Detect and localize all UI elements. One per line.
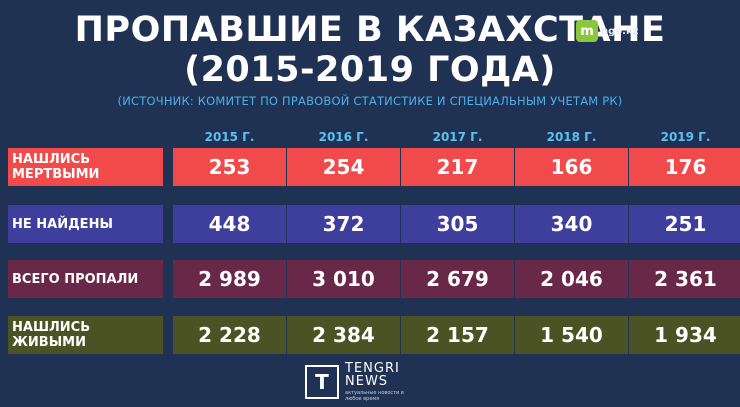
- row-label-found-alive: НАШЛИСЬ ЖИВЫМИ: [8, 316, 163, 354]
- logo-name-line2: NEWS: [345, 374, 389, 389]
- cell-found-alive-2015: 2 228: [173, 316, 286, 354]
- cell-not-found-2015: 448: [173, 205, 286, 243]
- cell-not-found-2017: 305: [401, 205, 514, 243]
- row-label-found-dead: НАШЛИСЬ МЕРТВЫМИ: [8, 148, 163, 186]
- cell-total-missing-2016: 3 010: [287, 260, 400, 298]
- source-note: (ИСТОЧНИК: КОМИТЕТ ПО ПРАВОВОЙ СТАТИСТИК…: [117, 94, 623, 108]
- cell-found-alive-2019: 1 934: [629, 316, 740, 354]
- page-title-line1: ПРОПАВШИЕ В КАЗАХСТАНЕ: [74, 10, 666, 50]
- cell-found-alive-2018: 1 540: [515, 316, 628, 354]
- cell-found-alive-2017: 2 157: [401, 316, 514, 354]
- cell-not-found-2019: 251: [629, 205, 740, 243]
- cell-not-found-2016: 372: [287, 205, 400, 243]
- cell-found-alive-2016: 2 384: [287, 316, 400, 354]
- year-header-2019: 2019 Г.: [660, 130, 711, 144]
- row-label-not-found: НЕ НАЙДЕНЫ: [8, 205, 163, 243]
- year-header-2017: 2017 Г.: [432, 130, 483, 144]
- tengri-logo-icon: T: [305, 365, 339, 399]
- page-title-line2: (2015-2019 ГОДА): [184, 50, 556, 90]
- cell-total-missing-2018: 2 046: [515, 260, 628, 298]
- cell-found-dead-2018: 166: [515, 148, 628, 186]
- cell-found-dead-2015: 253: [173, 148, 286, 186]
- cell-found-dead-2017: 217: [401, 148, 514, 186]
- year-header-2015: 2015 Г.: [204, 130, 255, 144]
- cell-found-dead-2019: 176: [629, 148, 740, 186]
- cell-total-missing-2015: 2 989: [173, 260, 286, 298]
- tengri-news-logo: T TENGRI NEWS актуальные новости в любое…: [305, 361, 409, 402]
- year-header-2018: 2018 Г.: [546, 130, 597, 144]
- row-label-total-missing: ВСЕГО ПРОПАЛИ: [8, 260, 163, 298]
- cell-found-dead-2016: 254: [287, 148, 400, 186]
- logo-name-line1: TENGRI: [345, 361, 400, 376]
- cell-total-missing-2017: 2 679: [401, 260, 514, 298]
- year-header-2016: 2016 Г.: [318, 130, 369, 144]
- cell-total-missing-2019: 2 361: [629, 260, 740, 298]
- cell-not-found-2018: 340: [515, 205, 628, 243]
- watermark-text: ngo.kz: [601, 25, 639, 37]
- logo-tagline: актуальные новости в любое время: [345, 390, 404, 402]
- watermark-logo-icon: m: [576, 20, 598, 42]
- watermark: m ngo.kz: [576, 18, 658, 44]
